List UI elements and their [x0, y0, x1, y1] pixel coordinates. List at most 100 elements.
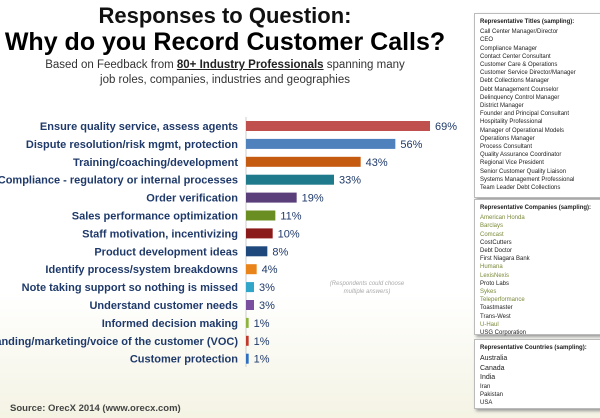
- category-label: Understand customer needs: [89, 300, 238, 312]
- title-item: Customer Care & Operations: [480, 62, 558, 69]
- title-item: Compliance Manager: [480, 45, 538, 52]
- company-item: Comcast: [480, 231, 504, 238]
- title-item: Contact Center Consultant: [480, 53, 551, 60]
- chart-annotation: (Respondents could choose multiple answe…: [329, 281, 405, 295]
- countries-heading: Representative Countries (sampling):: [480, 345, 587, 351]
- category-label: Informed decision making: [102, 318, 238, 330]
- category-label: Compliance - regulatory or internal proc…: [0, 175, 238, 187]
- bar: [246, 353, 249, 364]
- category-label: Identify process/system breakdowns: [45, 264, 238, 276]
- bar: [246, 210, 276, 221]
- bar-chart: Ensure quality service, assess agents 69%…: [0, 117, 457, 367]
- title-line1: Responses to Question:: [98, 3, 352, 28]
- company-item: First Niagara Bank: [480, 256, 530, 263]
- category-label: Staff motivation, incentivizing: [82, 228, 238, 240]
- country-item: Canada: [480, 364, 505, 372]
- title-item: Call Center Manager/Director: [480, 29, 559, 36]
- bar: [246, 300, 254, 310]
- category-label: Order verification: [146, 193, 238, 205]
- title-item: Process Consultant: [480, 144, 533, 151]
- country-item: Australia: [480, 355, 508, 363]
- bar: [246, 335, 249, 346]
- title-item: CEO: [480, 37, 494, 44]
- category-label: Customer protection: [130, 354, 238, 366]
- value-label: 43%: [366, 157, 388, 169]
- company-item: Trans-West: [480, 313, 511, 320]
- title-item: Quality Assurance Coordinator: [480, 152, 562, 159]
- category-label: Sales performance optimization: [72, 211, 239, 223]
- title-item: Operations Manager: [480, 135, 535, 142]
- company-item: USG Corporation: [480, 330, 527, 337]
- bar: [246, 192, 297, 203]
- title-line2: Why do you Record Customer Calls?: [4, 28, 446, 56]
- companies-box: Representative Companies (sampling): Ame…: [474, 199, 600, 337]
- value-label: 19%: [302, 193, 324, 205]
- value-label: 3%: [259, 300, 275, 312]
- companies-list: American Honda Barclays Comcast CostCutters…: [480, 214, 596, 337]
- bar: [246, 228, 273, 239]
- value-label: 69%: [435, 121, 457, 133]
- value-label: 56%: [400, 139, 422, 151]
- company-item: American Honda: [480, 215, 525, 222]
- countries-list: Australia Canada India Iran Pakistan USA: [480, 354, 596, 407]
- company-item: CostCutters: [480, 239, 512, 246]
- value-label: 33%: [339, 175, 361, 187]
- company-item: Barclays: [480, 223, 504, 230]
- value-label: 10%: [278, 228, 300, 240]
- subtitle-bold: 80+ Industry Professionals: [176, 59, 324, 71]
- company-item: LexisNexis: [480, 272, 510, 279]
- title-item: Debt Collections Manager: [480, 78, 550, 85]
- title-item: Hospitality Professional: [480, 119, 543, 126]
- subtitle-pre: Based on Feedback from: [45, 59, 177, 71]
- titles-box: Representative Titles (sampling): Call C…: [474, 13, 600, 198]
- value-label: 4%: [262, 264, 278, 276]
- category-label: Training/coaching/development: [73, 157, 238, 169]
- bar: [246, 317, 249, 328]
- bar: [246, 282, 254, 293]
- category-label: Ensure quality service, assess agents: [40, 121, 238, 133]
- bar: [246, 121, 430, 131]
- company-item: Toastmaster: [480, 305, 513, 312]
- company-item: Sykes: [480, 289, 497, 296]
- subtitle-post: spanning many job roles, companies, indu…: [100, 59, 405, 86]
- value-label: 1%: [254, 336, 270, 348]
- country-item: India: [480, 374, 496, 382]
- category-label: Product development ideas: [94, 246, 238, 258]
- value-label: 11%: [280, 211, 301, 223]
- bar: [246, 138, 396, 149]
- titles-list: Call Center Manager/Director CEO Complianc…: [480, 28, 596, 192]
- countries-box: Representative Countries (sampling): Aus…: [474, 339, 600, 409]
- country-item: Iran: [480, 383, 491, 390]
- bar: [246, 156, 361, 167]
- company-item: Proto Labs: [480, 280, 510, 287]
- category-label: Note taking support so nothing is missed: [22, 282, 238, 294]
- titles-heading: Representative Titles (sampling):: [480, 19, 575, 25]
- title-item: Debt Management Counselor: [480, 86, 559, 93]
- title-item: Team Leader Debt Collections: [480, 185, 561, 192]
- bar: [246, 264, 257, 275]
- title-item: Customer Service Director/Manager: [480, 70, 576, 77]
- subtitle: Based on Feedback from 80+ Industry Prof…: [40, 58, 410, 88]
- title-item: Regional Vice President: [480, 160, 544, 167]
- title-item: Systems Management Professional: [480, 176, 575, 183]
- title-item: District Manager: [480, 103, 524, 110]
- company-item: U-Haul: [480, 321, 499, 328]
- title-item: Senior Customer Quality Liaison: [480, 168, 567, 175]
- country-item: Pakistan: [480, 391, 504, 398]
- value-label: 1%: [254, 318, 270, 330]
- title-item: Delinquency Control Manager: [480, 94, 560, 101]
- title-item: Manager of Operational Models: [480, 127, 565, 134]
- country-item: USA: [480, 400, 493, 407]
- value-label: 3%: [259, 282, 275, 294]
- company-item: Humana: [480, 264, 503, 271]
- category-label: Branding/marketing/voice of the customer…: [0, 336, 238, 348]
- value-label: 8%: [272, 246, 288, 258]
- company-item: Debt Doctor: [480, 248, 513, 255]
- source-text: Source: OrecX 2014 (www.orecx.com): [10, 403, 181, 414]
- title-item: Founder and Principal Consultant: [480, 111, 570, 118]
- bar: [246, 174, 334, 185]
- company-item: Teleperformance: [480, 297, 525, 304]
- bar: [246, 246, 268, 257]
- category-label: Dispute resolution/risk mgmt, protection: [26, 139, 238, 151]
- value-label: 1%: [254, 354, 270, 366]
